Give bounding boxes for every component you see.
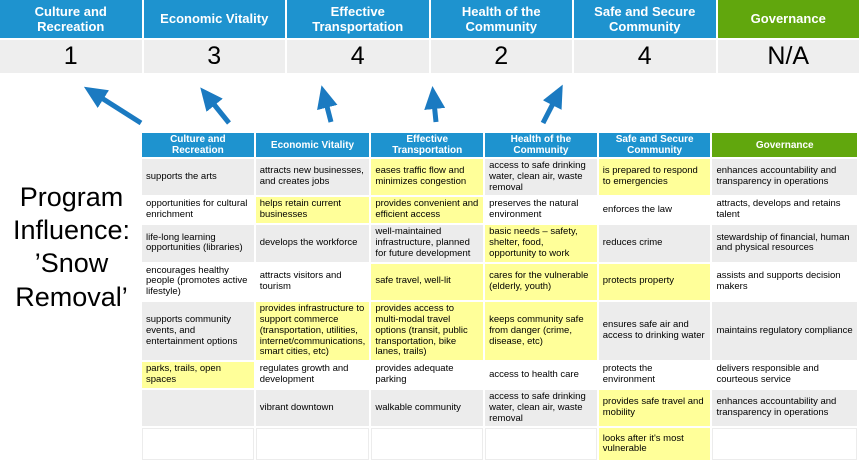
matrix-cell: access to health care bbox=[485, 362, 597, 388]
matrix-row: vibrant downtown walkable community access… bbox=[142, 389, 857, 427]
matrix-cell: enhances accountability and transparency… bbox=[712, 159, 857, 196]
program-title: Program Influence: ’Snow Removal’ bbox=[0, 181, 143, 314]
matrix-row: supports the arts attracts new businesses… bbox=[142, 159, 857, 196]
matrix-cell: reduces crime bbox=[598, 225, 711, 262]
matrix-header-cell: Health of the Community bbox=[485, 133, 597, 157]
matrix-cell-highlighted: is prepared to respond to emergencies bbox=[598, 159, 711, 196]
matrix-cell: ensures safe air and access to drinking … bbox=[598, 302, 711, 361]
program-title-line: Removal’ bbox=[15, 281, 128, 312]
matrix-cell: maintains regulatory compliance bbox=[712, 302, 857, 361]
matrix-cell-highlighted: safe travel, well-lit bbox=[371, 263, 484, 301]
score-arrows bbox=[83, 84, 563, 126]
influence-matrix: Culture and Recreation Economic Vitality E… bbox=[140, 131, 859, 462]
program-title-line: Influence: bbox=[12, 215, 131, 246]
priority-strip: Culture and Recreation Economic Vitality E… bbox=[0, 0, 859, 73]
matrix-cell: opportunities for cultural enrichment bbox=[142, 197, 254, 224]
matrix-cell: stewardship of financial, human and phys… bbox=[712, 225, 857, 262]
priority-score: 2 bbox=[430, 40, 572, 73]
arrow-culture bbox=[83, 86, 143, 126]
matrix-cell bbox=[485, 428, 597, 461]
matrix-cell-highlighted: provides infrastructure to support comme… bbox=[255, 302, 370, 361]
matrix-cell: attracts new businesses, and creates job… bbox=[255, 159, 370, 196]
program-title-line: ’Snow bbox=[34, 248, 109, 279]
priority-header-cell: Governance bbox=[717, 0, 859, 38]
matrix-header-cell: Governance bbox=[712, 133, 857, 157]
matrix-cell: delivers responsible and courteous servi… bbox=[712, 362, 857, 388]
matrix-cell bbox=[142, 389, 254, 427]
matrix-row: life-long learning opportunities (librar… bbox=[142, 225, 857, 262]
priority-score: 4 bbox=[287, 40, 429, 73]
matrix-cell-highlighted: provides access to multi-modal travel op… bbox=[371, 302, 484, 361]
arrow-safe bbox=[540, 84, 563, 125]
matrix-cell: well-maintained infrastructure, planned … bbox=[371, 225, 484, 262]
matrix-cell: provides adequate parking bbox=[371, 362, 484, 388]
matrix-header-cell: Safe and Secure Community bbox=[598, 133, 711, 157]
matrix-cell: assists and supports decision makers bbox=[712, 263, 857, 301]
arrow-health bbox=[424, 86, 446, 123]
matrix-cell bbox=[371, 428, 484, 461]
matrix-cell bbox=[255, 428, 370, 461]
priority-header-cell: Culture and Recreation bbox=[0, 0, 142, 38]
priority-header-cell: Health of the Community bbox=[430, 0, 572, 38]
matrix-cell: supports the arts bbox=[142, 159, 254, 196]
matrix-row: looks after it's most vulnerable bbox=[142, 428, 857, 461]
matrix-cell: life-long learning opportunities (librar… bbox=[142, 225, 254, 262]
matrix-cell: attracts visitors and tourism bbox=[255, 263, 370, 301]
matrix-cell bbox=[142, 428, 254, 461]
priority-score: 4 bbox=[574, 40, 716, 73]
matrix-cell-highlighted: cares for the vulnerable (elderly, youth… bbox=[485, 263, 597, 301]
priority-header-cell: Economic Vitality bbox=[143, 0, 285, 38]
arrow-economic bbox=[200, 87, 231, 125]
matrix-cell-highlighted: parks, trails, open spaces bbox=[142, 362, 254, 388]
matrix-cell: access to safe drinking water, clean air… bbox=[485, 389, 597, 427]
matrix-cell: vibrant downtown bbox=[255, 389, 370, 427]
matrix-row: opportunities for cultural enrichment hel… bbox=[142, 197, 857, 224]
matrix-cell: access to safe drinking water, clean air… bbox=[485, 159, 597, 196]
matrix-row: supports community events, and entertain… bbox=[142, 302, 857, 361]
matrix-cell-highlighted: looks after it's most vulnerable bbox=[598, 428, 711, 461]
matrix-cell-highlighted: provides safe travel and mobility bbox=[598, 389, 711, 427]
matrix-cell-highlighted: helps retain current businesses bbox=[255, 197, 370, 224]
matrix-cell: enhances accountability and transparency… bbox=[712, 389, 857, 427]
matrix-header-cell: Culture and Recreation bbox=[142, 133, 254, 157]
matrix-row: encourages healthy people (promotes acti… bbox=[142, 263, 857, 301]
matrix-cell-highlighted: provides convenient and efficient access bbox=[371, 197, 484, 224]
matrix-cell-highlighted: protects property bbox=[598, 263, 711, 301]
priority-header-cell: Safe and Secure Community bbox=[574, 0, 716, 38]
matrix-cell-highlighted: basic needs – safety, shelter, food, opp… bbox=[485, 225, 597, 262]
matrix-cell: encourages healthy people (promotes acti… bbox=[142, 263, 254, 301]
matrix-cell: preserves the natural environment bbox=[485, 197, 597, 224]
matrix-cell: enforces the law bbox=[598, 197, 711, 224]
matrix-header-row: Culture and Recreation Economic Vitality E… bbox=[142, 133, 857, 157]
matrix-cell: develops the workforce bbox=[255, 225, 370, 262]
matrix-cell: regulates growth and development bbox=[255, 362, 370, 388]
matrix-cell: attracts, develops and retains talent bbox=[712, 197, 857, 224]
matrix-cell bbox=[712, 428, 857, 461]
priority-score: N/A bbox=[717, 40, 859, 73]
program-title-line: Program bbox=[19, 182, 124, 212]
matrix-cell: protects the environment bbox=[598, 362, 711, 388]
matrix-header-cell: Effective Transportation bbox=[371, 133, 484, 157]
matrix-cell: walkable community bbox=[371, 389, 484, 427]
matrix-header-cell: Economic Vitality bbox=[255, 133, 370, 157]
priority-header-cell: Effective Transportation bbox=[287, 0, 429, 38]
arrow-transportation bbox=[317, 85, 338, 123]
priority-score: 1 bbox=[0, 40, 142, 73]
matrix-cell-highlighted: eases traffic flow and minimizes congest… bbox=[371, 159, 484, 196]
matrix-cell-highlighted: keeps community safe from danger (crime,… bbox=[485, 302, 597, 361]
matrix-cell: supports community events, and entertain… bbox=[142, 302, 254, 361]
matrix-row: parks, trails, open spaces regulates grow… bbox=[142, 362, 857, 388]
priority-score: 3 bbox=[143, 40, 285, 73]
